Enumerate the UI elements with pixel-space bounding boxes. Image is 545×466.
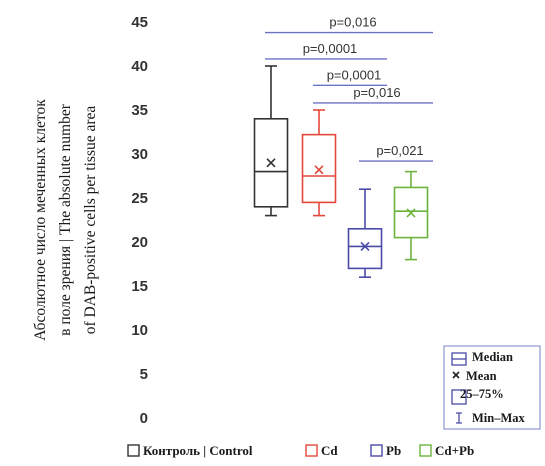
inset-legend-item-0: Median [472, 350, 513, 364]
bottom-legend-item-1: Cd [305, 443, 338, 458]
legend-swatch [370, 444, 383, 457]
inset-legend: Median Mean 25–75% Min–Max [443, 345, 541, 430]
mean-marker [314, 165, 324, 175]
box-group-0 [253, 65, 289, 217]
p-value-label: p=0,021 [376, 143, 423, 158]
mean-marker [360, 241, 370, 251]
bottom-legend-item-3: Cd+Pb [419, 443, 474, 458]
bottom-legend: Контроль | Control Cd Pb Cd+Pb [127, 443, 474, 458]
legend-swatch [305, 444, 318, 457]
y-tick-label-10: 10 [131, 322, 148, 339]
y-tick-label-15: 15 [131, 278, 148, 295]
p-value-label: p=0,016 [353, 85, 400, 100]
p-value-label: p=0,0001 [303, 41, 358, 56]
legend-swatch [419, 444, 432, 457]
legend-label: Cd+Pb [435, 443, 474, 458]
y-tick-label-0: 0 [140, 410, 148, 427]
y-axis-label-line-1: Абсолютное число меченных клеток [32, 99, 49, 341]
box-iqr [347, 228, 383, 270]
mean-marker [266, 158, 276, 168]
y-tick-label-30: 30 [131, 146, 148, 163]
significance-bar-3: p=0,016 [313, 85, 433, 104]
y-tick-label-20: 20 [131, 234, 148, 251]
y-axis-label-line-2: в поле зрения | The absolute number [57, 103, 74, 336]
y-tick-label-5: 5 [140, 366, 148, 383]
significance-bar-2: p=0,0001 [313, 67, 387, 87]
significance-bar-4: p=0,021 [359, 143, 433, 162]
bottom-legend-item-0: Контроль | Control [127, 443, 253, 458]
p-value-label: p=0,0001 [327, 67, 382, 82]
box-group-1 [301, 109, 337, 217]
legend-label: Pb [386, 443, 401, 458]
legend-label: Контроль | Control [143, 443, 253, 458]
y-tick-label-40: 40 [131, 58, 148, 75]
p-value-label: p=0,016 [329, 15, 376, 30]
mean-marker [406, 208, 416, 218]
y-tick-label-25: 25 [131, 190, 148, 207]
legend-swatch [127, 444, 140, 457]
legend-mean-symbol [452, 371, 460, 379]
y-tick-label-45: 45 [131, 14, 148, 31]
bottom-legend-item-2: Pb [370, 443, 401, 458]
legend-label: Cd [321, 443, 338, 458]
inset-legend-item-3: Min–Max [472, 411, 526, 425]
y-axis-label-line-3: of DAB-positive cells per tissue area [82, 106, 99, 335]
inset-legend-item-1: Mean [466, 369, 497, 383]
box-group-3 [393, 170, 429, 261]
inset-legend-item-2: 25–75% [460, 387, 504, 401]
significance-bar-1: p=0,0001 [265, 41, 387, 60]
y-tick-label-35: 35 [131, 102, 148, 119]
box-group-2 [347, 188, 383, 279]
box-iqr [301, 133, 337, 204]
legend-iqr-symbol [451, 389, 467, 405]
significance-bar-0: p=0,016 [265, 15, 433, 34]
legend-whisker-symbol [456, 412, 462, 424]
